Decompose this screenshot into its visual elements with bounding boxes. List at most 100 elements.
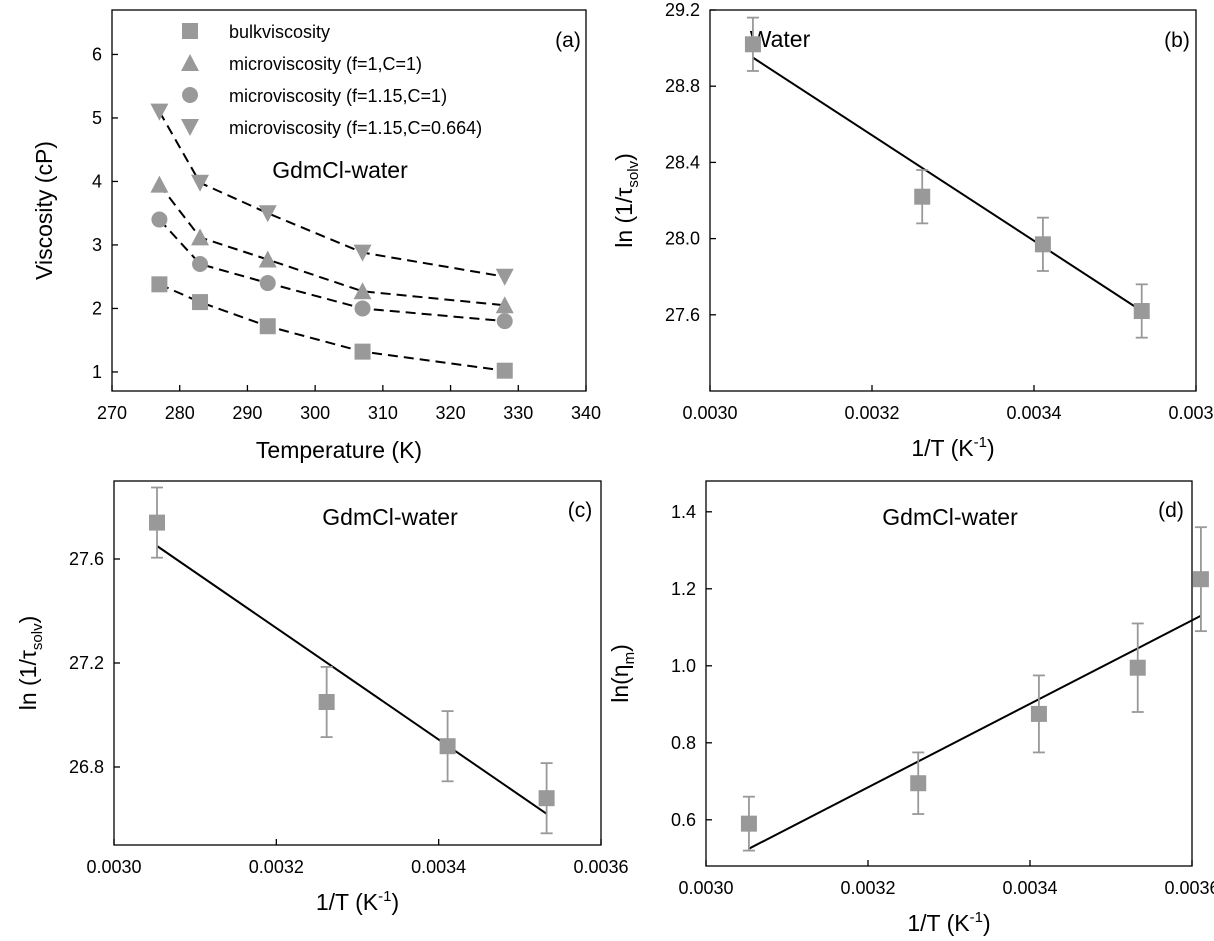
data-point xyxy=(353,244,372,262)
x-axis-label: 1/T (K-1) xyxy=(907,909,990,936)
x-tick-label: 0.0030 xyxy=(86,857,141,877)
x-tick-label: 270 xyxy=(97,403,127,423)
y-axis-label-sub: solv xyxy=(625,160,642,187)
chart-title: GdmCl-water xyxy=(272,157,408,183)
x-tick-label: 0.0030 xyxy=(678,878,733,898)
y-axis-label-sub: solv xyxy=(29,623,46,650)
legend-marker xyxy=(182,23,198,39)
data-point xyxy=(192,294,209,311)
panel-label: (c) xyxy=(568,499,593,522)
x-axis-label-sup: -1 xyxy=(378,888,391,905)
data-point xyxy=(1192,571,1209,588)
y-axis-label-main: ln(η xyxy=(607,664,633,702)
y-tick-label: 1.4 xyxy=(671,502,696,522)
x-axis-label-sup: -1 xyxy=(974,434,987,451)
data-point xyxy=(259,318,276,335)
data-point xyxy=(496,313,513,330)
data-point xyxy=(354,343,371,360)
x-tick-label: 0.0032 xyxy=(840,878,895,898)
data-point xyxy=(740,815,757,832)
fit-line xyxy=(752,56,1143,312)
panel-label: (a) xyxy=(555,29,581,52)
data-point xyxy=(353,282,372,300)
data-point xyxy=(259,275,276,292)
x-axis-label-end: ) xyxy=(391,889,399,915)
y-tick-label: 28.0 xyxy=(665,229,700,249)
chart-panel-a: 270 280 290 300 310 320 330 340 1 2 3 4 5 6 (a) GdmCl-w… xyxy=(31,9,601,463)
data-point xyxy=(354,300,371,317)
y-tick-label: 0.6 xyxy=(671,810,696,830)
y-tick-label: 3 xyxy=(92,235,102,255)
data-point xyxy=(191,174,210,192)
y-tick-label: 1.0 xyxy=(671,656,696,676)
y-tick-label: 5 xyxy=(92,108,102,128)
y-axis-label-end: ) xyxy=(611,153,637,161)
y-tick-label: 1.2 xyxy=(671,579,696,599)
y-tick-label: 28.8 xyxy=(665,76,700,96)
panel-label: (b) xyxy=(1164,29,1190,52)
data-point xyxy=(439,738,456,755)
y-axis-label-end: ) xyxy=(607,644,633,652)
x-tick-label: 280 xyxy=(165,403,195,423)
y-axis-label: ln (1/τsolv) xyxy=(15,616,46,711)
data-point xyxy=(258,250,277,268)
data-point xyxy=(150,103,169,121)
data-point xyxy=(538,790,555,807)
y-axis-label: Viscosity (cP) xyxy=(31,141,57,280)
chart-title: GdmCl-water xyxy=(322,504,458,530)
data-point xyxy=(495,296,514,314)
chart-panel-b: 0.0030 0.0032 0.0034 0.0036 27.6 28.0 28.4 28.8… xyxy=(611,0,1214,461)
legend-marker xyxy=(182,87,198,103)
x-tick-label: 0.0032 xyxy=(249,857,304,877)
y-axis-label: ln(ηm) xyxy=(607,644,638,703)
x-axis-label-main: 1/T (K xyxy=(907,910,970,936)
y-tick-label: 4 xyxy=(92,171,102,191)
series-line xyxy=(158,283,505,372)
x-tick-label: 340 xyxy=(571,403,601,423)
plot-frame xyxy=(705,480,1193,867)
data-point xyxy=(1030,705,1047,722)
y-tick-label: 27.6 xyxy=(69,549,104,569)
chart-panel-d: 0.0030 0.0032 0.0034 0.0036 0.6 0.8 1.0 1.2 1.4 (… xyxy=(607,480,1214,936)
series-0: bulkviscosity xyxy=(151,22,513,379)
x-tick-label: 290 xyxy=(232,403,262,423)
data-point xyxy=(914,188,931,205)
y-tick-label: 1 xyxy=(92,362,102,382)
data-point xyxy=(1034,236,1051,253)
y-axis-label: ln (1/τsolv) xyxy=(611,153,642,248)
plot-frame xyxy=(709,9,1197,392)
chart-title: GdmCl-water xyxy=(882,504,1018,530)
data-point xyxy=(151,211,168,228)
data-point xyxy=(496,362,513,379)
legend-marker xyxy=(181,54,199,71)
y-tick-label: 2 xyxy=(92,298,102,318)
series-line xyxy=(158,111,505,278)
y-tick-label: 27.2 xyxy=(69,653,104,673)
plot-frame xyxy=(113,480,602,846)
x-tick-label: 0.0030 xyxy=(682,403,737,423)
x-tick-label: 0.0034 xyxy=(1002,878,1057,898)
y-axis-label-main: ln (1/τ xyxy=(15,650,41,710)
data-point xyxy=(744,36,761,53)
y-axis-label-sub: m xyxy=(621,652,638,665)
fit-line xyxy=(156,545,548,815)
data-point xyxy=(192,256,209,272)
x-tick-label: 300 xyxy=(300,403,330,423)
data-point xyxy=(318,694,335,710)
data-point xyxy=(1129,659,1146,676)
y-tick-label: 29.2 xyxy=(665,0,700,20)
x-axis-label: 1/T (K-1) xyxy=(911,434,994,461)
y-axis-label-end: ) xyxy=(15,616,41,624)
legend-label: microviscosity (f=1.15,C=0.664) xyxy=(229,118,482,138)
series-2: microviscosity (f=1.15,C=1) xyxy=(151,86,513,330)
y-tick-label: 26.8 xyxy=(69,757,104,777)
series-1: microviscosity (f=1,C=1) xyxy=(150,54,514,314)
x-axis-label-main: 1/T (K xyxy=(316,889,379,915)
y-tick-label: 28.4 xyxy=(665,152,700,172)
data-point xyxy=(1133,302,1150,319)
data-point xyxy=(149,514,166,531)
x-tick-label: 0.0036 xyxy=(1164,878,1214,898)
series-3: microviscosity (f=1.15,C=0.664) xyxy=(150,103,514,286)
y-axis-label-main: ln (1/τ xyxy=(611,188,637,248)
